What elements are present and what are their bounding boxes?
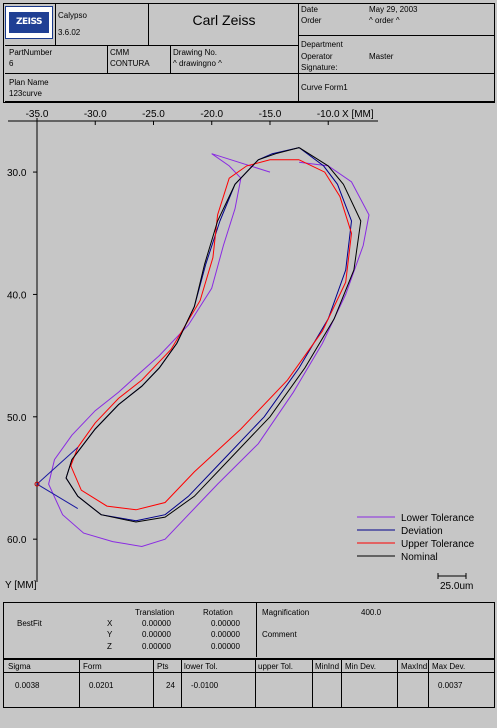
stats-header-cell: upper Tol. (258, 662, 293, 671)
stats-value-cell: -0.0100 (191, 681, 219, 690)
feature-name: Curve Form1 (301, 83, 348, 92)
stats-header-cell: Form (83, 662, 102, 671)
part-number-value: 6 (9, 59, 14, 68)
x-tick-label: -30.0 (84, 109, 107, 120)
y-tick-label: 50.0 (7, 413, 27, 424)
date-label: Date (301, 5, 318, 14)
stats-header-cell: Max Dev. (432, 662, 466, 671)
header-divider (55, 3, 56, 45)
stats-header-cell: Min Dev. (345, 662, 376, 671)
magnification-value: 400.0 (361, 608, 382, 617)
report-title: Carl Zeiss (192, 12, 256, 28)
department-label: Department (301, 40, 343, 49)
software-version: 3.6.02 (58, 28, 81, 37)
x-tick-label: -20.0 (200, 109, 223, 120)
stats-header-cell: MinInd (315, 662, 340, 671)
legend-label: Nominal (401, 552, 438, 563)
operator-label: Operator (301, 52, 333, 61)
signature-label: Signature: (301, 63, 338, 72)
series-line-lower-tolerance (48, 153, 370, 548)
measured-point-marker (34, 481, 40, 487)
y-tick-label: 40.0 (7, 290, 27, 301)
translation-label: Translation (135, 608, 175, 617)
header-divider (148, 3, 149, 45)
stats-header-cell: Pts (157, 662, 169, 671)
series-line-nominal (65, 147, 362, 523)
deviation-connector (36, 447, 79, 485)
series-line-upper-tolerance (70, 159, 353, 511)
header-divider (5, 73, 494, 74)
axis-label: Z (107, 642, 112, 651)
legend-label: Deviation (401, 526, 443, 537)
header-divider (5, 101, 494, 102)
software-name: Calypso (58, 11, 87, 20)
header-divider (298, 35, 494, 36)
stats-table-column-divider (79, 659, 80, 707)
stats-table-column-divider (153, 659, 154, 707)
operator-value: Master (369, 52, 394, 61)
date-value: May 29, 2003 (369, 5, 418, 14)
rotation-value: 0.00000 (211, 630, 240, 639)
plan-name-label: Plan Name (9, 78, 49, 87)
order-label: Order (301, 16, 322, 25)
stats-value-cell: 0.0037 (438, 681, 463, 690)
rotation-value: 0.00000 (211, 642, 240, 651)
stats-value-cell: 24 (166, 681, 175, 690)
x-tick-label: -35.0 (26, 109, 49, 120)
deviation-connector (36, 483, 79, 510)
drawing-value: ^ drawingno ^ (173, 59, 222, 68)
plan-name-value: 123curve (9, 89, 42, 98)
legend-label: Upper Tolerance (401, 539, 475, 550)
header-divider (5, 45, 298, 46)
stats-table-column-divider (312, 659, 313, 707)
zeiss-logo: ZEISS (5, 6, 53, 39)
x-tick-label: -10.0 (317, 109, 340, 120)
y-tick-label: 30.0 (7, 168, 27, 179)
stats-table-column-divider (397, 659, 398, 707)
magnification-label: Magnification (262, 608, 310, 617)
x-tick-label: -25.0 (142, 109, 165, 120)
scale-bar-label: 25.0um (440, 581, 473, 592)
stats-table-column-divider (428, 659, 429, 707)
header-divider (298, 3, 299, 101)
results-divider (256, 602, 257, 657)
cmm-value: CONTURA (110, 59, 150, 68)
header-divider (170, 45, 171, 73)
stats-table-divider (3, 672, 494, 673)
order-value: ^ order ^ (369, 16, 400, 25)
header-frame (3, 3, 495, 103)
stats-table-column-divider (341, 659, 342, 707)
stats-table (3, 659, 495, 708)
comment-label: Comment (262, 630, 297, 639)
stats-header-cell: MaxInd (401, 662, 428, 671)
legend-label: Lower Tolerance (401, 513, 475, 524)
zeiss-logo-text: ZEISS (9, 12, 49, 33)
translation-value: 0.00000 (142, 630, 171, 639)
stats-header-cell: lower Tol. (184, 662, 218, 671)
axis-label: Y (107, 630, 113, 639)
drawing-label: Drawing No. (173, 48, 218, 57)
part-number-label: PartNumber (9, 48, 53, 57)
x-tick-label: -15.0 (259, 109, 282, 120)
rotation-label: Rotation (203, 608, 233, 617)
x-axis-label: X [MM] (342, 109, 374, 120)
stats-value-cell: 0.0038 (15, 681, 40, 690)
y-tick-label: 60.0 (7, 535, 27, 546)
axis-label: X (107, 619, 113, 628)
translation-value: 0.00000 (142, 619, 171, 628)
header-divider (107, 45, 108, 73)
results-panel (3, 602, 495, 659)
bestfit-label: BestFit (17, 619, 42, 628)
stats-table-column-divider (181, 659, 182, 707)
stats-table-column-divider (255, 659, 256, 707)
translation-value: 0.00000 (142, 642, 171, 651)
rotation-value: 0.00000 (211, 619, 240, 628)
stats-header-cell: Sigma (8, 662, 31, 671)
series-line-deviation (65, 147, 353, 522)
y-axis-label: Y [MM] (5, 580, 37, 591)
stats-value-cell: 0.0201 (89, 681, 114, 690)
cmm-label: CMM (110, 48, 130, 57)
